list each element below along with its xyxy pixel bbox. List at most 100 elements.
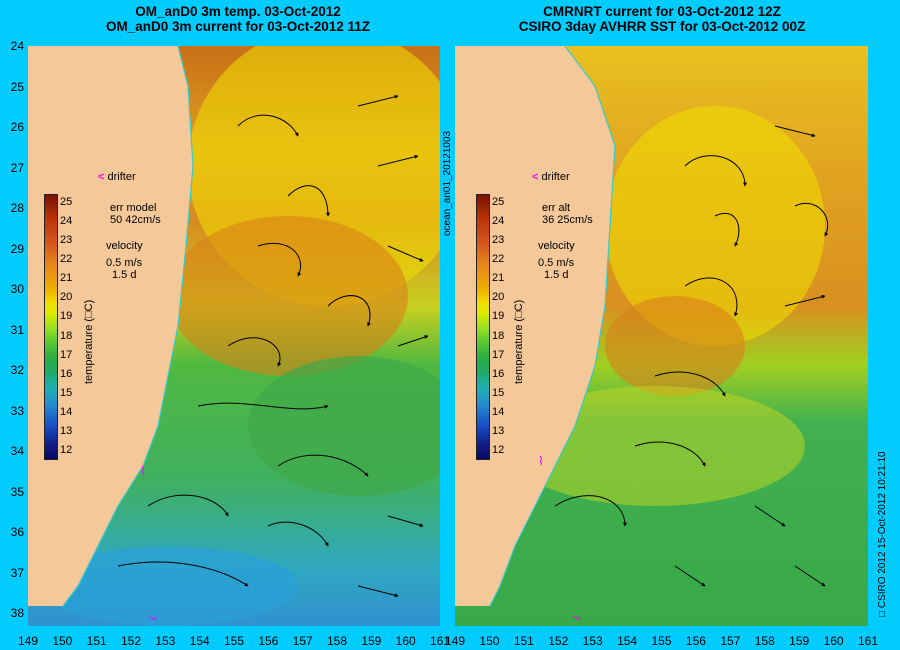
right-velocity-label: velocity bbox=[538, 240, 575, 252]
y-axis-label: 32 bbox=[10, 363, 24, 377]
left-x-axis-label: 151 bbox=[86, 634, 107, 648]
left-colorbar-tick: 20 bbox=[60, 291, 73, 304]
right-colorbar-tick: 17 bbox=[492, 348, 505, 361]
left-velocity-note: velocity 0.5 m/s 1.5 d bbox=[106, 240, 143, 281]
right-title-line1: CMRNRT current for 03-Oct-2012 12Z bbox=[543, 4, 781, 19]
y-axis-label: 35 bbox=[10, 484, 24, 499]
y-axis-label: 36 bbox=[10, 525, 24, 539]
left-velocity-label: velocity bbox=[106, 240, 143, 252]
left-error-note: err model 50 42cm/s bbox=[110, 202, 161, 226]
left-velocity-scale: 0.5 m/s bbox=[106, 257, 143, 269]
left-colorbar-tick: 12 bbox=[60, 444, 73, 456]
y-axis-label: 25 bbox=[10, 79, 24, 94]
right-x-axis-label: 157 bbox=[720, 634, 741, 648]
right-colorbar-tick: 18 bbox=[492, 329, 505, 342]
left-colorbar bbox=[44, 194, 58, 460]
right-velocity-note: velocity 0.5 m/s 1.5 d bbox=[538, 240, 575, 281]
svg-text:↝: ↝ bbox=[572, 613, 581, 624]
left-title-line1: OM_anD0 3m temp. 03-Oct-2012 bbox=[135, 4, 341, 19]
left-map-panel: ⌇ ↝ bbox=[28, 46, 440, 626]
y-axis-label: 30 bbox=[10, 282, 24, 296]
left-x-axis-label: 158 bbox=[326, 634, 348, 648]
left-title-line2: OM_anD0 3m current for 03-Oct-2012 11Z bbox=[105, 19, 371, 34]
left-err-label: err model bbox=[110, 202, 157, 214]
right-err-label: err alt bbox=[542, 202, 571, 214]
right-velocity-time: 1.5 d bbox=[544, 269, 569, 281]
right-colorbar-tick: 14 bbox=[492, 405, 505, 418]
right-x-axis-label: 154 bbox=[617, 634, 638, 648]
right-colorbar-tick: 21 bbox=[492, 272, 505, 285]
y-axis-label: 31 bbox=[10, 322, 24, 337]
left-map-image: ⌇ ↝ bbox=[28, 46, 440, 626]
left-drifter-label: drifter bbox=[107, 171, 136, 183]
coast-line bbox=[489, 46, 616, 607]
right-x-axis-label: 156 bbox=[685, 634, 706, 648]
right-title-line2: CSIRO 3day AVHRR SST for 03-Oct-2012 00Z bbox=[518, 19, 806, 34]
left-colorbar-tick: 23 bbox=[60, 234, 73, 247]
left-colorbar-tick: 22 bbox=[60, 253, 73, 266]
right-colorbar-tick: 20 bbox=[492, 291, 505, 304]
right-x-axis-label: 159 bbox=[789, 634, 810, 648]
right-drifter-label: drifter bbox=[541, 171, 570, 183]
right-x-axis-label: 151 bbox=[513, 634, 534, 648]
left-colorbar-label: temperature (□C) bbox=[83, 299, 95, 384]
left-colorbar-tick: 19 bbox=[60, 310, 73, 323]
right-error-note: err alt 36 25cm/s bbox=[542, 202, 593, 226]
left-x-axis-label: 160 bbox=[395, 634, 416, 648]
left-colorbar-tick: 16 bbox=[60, 367, 73, 380]
run-id-label: ocean_an01_20121003 bbox=[442, 130, 453, 236]
left-x-axis-label: 161 bbox=[429, 634, 451, 648]
y-axis-label: 29 bbox=[10, 241, 24, 256]
land-mass bbox=[455, 46, 615, 606]
left-x-axis-label: 152 bbox=[120, 634, 142, 648]
svg-text:↝: ↝ bbox=[148, 613, 157, 624]
right-map-title: CMRNRT current for 03-Oct-2012 12Z CSIRO… bbox=[452, 4, 872, 34]
left-colorbar-tick: 18 bbox=[60, 329, 73, 342]
right-colorbar-tick: 12 bbox=[492, 444, 505, 456]
y-axis-label: 27 bbox=[10, 160, 24, 175]
right-err-value: 36 25cm/s bbox=[542, 214, 593, 226]
right-x-axis-label: 158 bbox=[754, 634, 775, 648]
right-x-axis-label: 160 bbox=[823, 634, 844, 648]
copyright-timestamp: □ CSIRO 2012 15-Oct-2012 10:21:10 bbox=[877, 451, 888, 617]
right-x-axis-label: 153 bbox=[582, 634, 603, 648]
right-x-axis-label: 155 bbox=[651, 634, 672, 648]
right-colorbar-tick: 25 bbox=[492, 196, 505, 208]
left-drifter-legend: < drifter bbox=[98, 171, 136, 183]
left-x-axis-label: 149 bbox=[17, 634, 39, 648]
right-drifter-legend: < drifter bbox=[532, 171, 570, 183]
right-colorbar-tick: 24 bbox=[492, 215, 505, 228]
right-x-axis-label: 161 bbox=[857, 634, 879, 648]
left-colorbar-tick: 24 bbox=[60, 215, 73, 228]
right-velocity-scale: 0.5 m/s bbox=[538, 257, 575, 269]
left-colorbar-tick: 15 bbox=[60, 386, 73, 399]
svg-text:⌇: ⌇ bbox=[140, 464, 146, 478]
right-map-panel: ⌇ ↝ bbox=[455, 46, 868, 626]
left-map-title: OM_anD0 3m temp. 03-Oct-2012 OM_anD0 3m … bbox=[28, 4, 448, 34]
y-axis-label: 38 bbox=[10, 606, 24, 620]
left-colorbar-tick: 21 bbox=[60, 272, 73, 285]
land-mass bbox=[28, 46, 193, 606]
right-colorbar-tick: 15 bbox=[492, 386, 505, 399]
right-map-image: ⌇ ↝ bbox=[455, 46, 868, 626]
right-colorbar-label: temperature (□C) bbox=[513, 299, 525, 384]
right-x-axis-label: 149 bbox=[444, 634, 466, 648]
svg-text:⌇: ⌇ bbox=[538, 454, 544, 468]
coast-line bbox=[62, 46, 194, 607]
left-colorbar-tick: 17 bbox=[60, 348, 73, 361]
right-x-axis-label: 150 bbox=[479, 634, 500, 648]
left-colorbar-tick: 14 bbox=[60, 405, 73, 418]
y-axis-label: 37 bbox=[10, 565, 24, 580]
y-axis-label: 24 bbox=[10, 39, 24, 53]
y-axis-label: 26 bbox=[10, 120, 24, 134]
right-colorbar-tick: 13 bbox=[492, 424, 505, 437]
right-colorbar-tick: 23 bbox=[492, 234, 505, 247]
left-x-axis-label: 150 bbox=[52, 634, 73, 648]
y-axis-label: 33 bbox=[10, 403, 24, 418]
right-colorbar-tick: 19 bbox=[492, 310, 505, 323]
left-velocity-time: 1.5 d bbox=[112, 269, 137, 281]
y-axis-label: 28 bbox=[10, 201, 24, 215]
right-x-axis-label: 152 bbox=[548, 634, 569, 648]
left-colorbar-tick: 25 bbox=[60, 196, 73, 208]
left-err-value: 50 42cm/s bbox=[110, 214, 161, 226]
